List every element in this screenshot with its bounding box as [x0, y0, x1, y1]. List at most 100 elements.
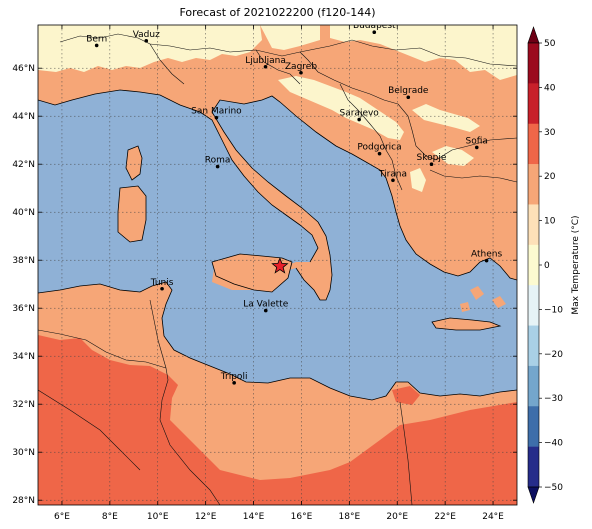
city-label: Bern: [86, 34, 107, 44]
land-mild-dinaric: [278, 76, 404, 140]
city-label: San Marino: [191, 107, 242, 117]
city-label: Sarajevo: [340, 109, 380, 119]
colorbar-bin: [528, 285, 539, 326]
aegean-islands: [460, 286, 506, 312]
city-label: Athens: [471, 250, 502, 260]
colorbar-tick-label: −20: [544, 350, 563, 360]
city-dot: [474, 145, 479, 150]
land-mild-north: [330, 25, 517, 80]
colorbar-tick-label: −40: [544, 439, 563, 449]
land-hot-region-egypt: [400, 452, 517, 505]
city-dot: [391, 178, 395, 183]
lat-tick-label: 34°N: [12, 352, 35, 362]
colorbar-bin: [528, 83, 539, 125]
colorbar-tick-label: 10: [544, 217, 556, 227]
city-dot: [377, 151, 382, 156]
lat-tick-label: 44°N: [12, 112, 35, 122]
lat-tick-label: 32°N: [12, 400, 35, 410]
colorbar-bin: [528, 164, 539, 205]
adriatic-sea: [244, 96, 382, 186]
location-star-marker: [271, 257, 289, 274]
colorbar-top-arrow: [527, 26, 540, 44]
city-label: Vaduz: [133, 30, 160, 40]
colorbar-tick-label: −30: [544, 394, 563, 404]
colorbar-bin: [528, 123, 539, 165]
lon-tick-label: 16°E: [291, 512, 313, 522]
city-label: Zagreb: [285, 62, 317, 72]
colorbar-tick-label: 50: [544, 39, 556, 49]
land-mild-pindus: [410, 168, 426, 192]
city-dot: [214, 115, 219, 120]
colorbar-bin: [528, 204, 539, 246]
city-label: Ljubljana: [245, 56, 286, 66]
colorbar-bin: [528, 365, 539, 407]
colorbar-label: Max Temperature (°C): [571, 215, 581, 314]
country-borders: [38, 33, 517, 505]
crete-island: [432, 318, 500, 330]
colorbar-bin: [528, 406, 539, 447]
lon-tick-label: 10°E: [147, 512, 169, 522]
city-dot: [299, 70, 303, 75]
sardinia-island: [118, 186, 146, 242]
lon-tick-label: 12°E: [195, 512, 217, 522]
lon-tick-label: 14°E: [243, 512, 265, 522]
colorbar-bottom-arrow: [527, 486, 540, 504]
city-label: Belgrade: [388, 86, 429, 96]
lon-tick-label: 20°E: [386, 512, 408, 522]
colorbar-bin: [528, 244, 539, 286]
corsica-island: [126, 146, 142, 180]
lat-tick-label: 28°N: [12, 496, 35, 506]
lat-tick-label: 42°N: [12, 160, 35, 170]
colorbar-bin: [528, 446, 539, 488]
lon-tick-label: 8°E: [102, 512, 118, 522]
map-title: Forecast of 2021022200 (f120-144): [179, 6, 376, 19]
lat-tick-label: 40°N: [12, 208, 35, 218]
city-dot: [263, 308, 268, 313]
city-dot: [484, 258, 489, 263]
colorbar-tick-label: −50: [544, 483, 563, 493]
city-dot: [215, 164, 220, 169]
city-dot: [232, 381, 236, 385]
city-dot: [94, 43, 99, 48]
colorbar-tick-label: −10: [544, 305, 563, 315]
city-label: Podgorica: [357, 143, 401, 153]
city-label: Tirana: [378, 169, 407, 179]
city-label: Tripoli: [220, 372, 248, 382]
gridlines: [38, 25, 517, 505]
city-dot: [263, 64, 268, 69]
colorbar-tick-label: 20: [544, 172, 556, 182]
colorbar-bin: [528, 325, 539, 367]
city-label: Budapest: [353, 21, 396, 31]
lon-tick-label: 22°E: [434, 512, 456, 522]
lon-tick-label: 18°E: [339, 512, 361, 522]
city-dot: [406, 95, 411, 100]
colorbar-bin: [528, 43, 539, 84]
lon-tick-label: 6°E: [54, 512, 70, 522]
lon-tick-label: 24°E: [482, 512, 504, 522]
city-dot: [372, 30, 377, 34]
map-frame: [37, 24, 518, 506]
city-label: Tunis: [150, 278, 174, 288]
land-mild-central: [260, 25, 320, 50]
city-label: Sofia: [466, 136, 488, 146]
city-dot: [144, 39, 149, 43]
land-hot-region-cyrenaica: [392, 386, 420, 405]
city-dot: [429, 162, 434, 166]
lat-tick-label: 30°N: [12, 448, 35, 458]
land-mild-rhodope: [432, 146, 474, 166]
city-label: Skopje: [417, 153, 447, 163]
colorbar-tick-label: 0: [544, 261, 550, 271]
city-dot: [160, 286, 164, 291]
colorbar-tick-label: 30: [544, 128, 556, 138]
land-mild-balkan: [412, 104, 480, 132]
city-label: La Valette: [243, 300, 288, 310]
coastlines: [38, 89, 517, 401]
city-dot: [357, 117, 361, 122]
colorbar: 50 40 30 20 10 0 −10 −20 −30 −40 −50 Max Temperatur…: [527, 26, 581, 504]
lat-tick-label: 38°N: [12, 256, 35, 266]
axis-ticks: 6°E 8°E 10°E 12°E 14°E 16°E 18°E 20°E 22°E 24°E 28…: [12, 25, 517, 522]
colorbar-tick-label: 40: [544, 83, 556, 93]
